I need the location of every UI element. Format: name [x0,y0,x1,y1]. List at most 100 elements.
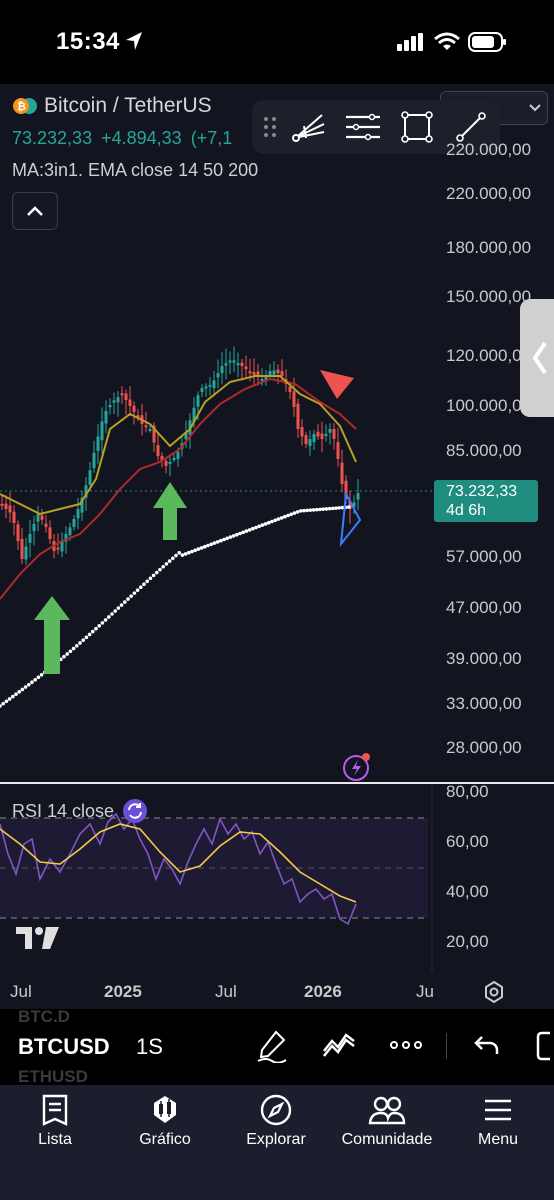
candle-body [28,534,32,543]
ema-200-dot [235,532,239,537]
pane-divider[interactable] [0,782,554,784]
candle-body [192,407,196,422]
candle-body [104,411,108,424]
price-tag-value: 73.232,33 [446,483,518,500]
ema-200-dot [68,649,73,654]
candle-body [100,421,104,441]
ema-200-dot [203,544,207,549]
drawing-triangle [339,490,362,548]
candle-body [96,436,100,451]
ema-200-dot [171,556,175,561]
candle-body [348,500,352,509]
ema-200-dot [91,629,95,634]
ema-200-dot [318,507,322,512]
collapse-legend-button[interactable] [12,192,58,230]
ema-200-dot [334,506,338,510]
candle-body [252,371,256,375]
fib-fan-tool-button[interactable] [282,100,336,154]
chevron-left-icon [532,341,547,375]
candle-body [312,434,316,443]
candle-body [128,399,132,406]
timeframe-button[interactable]: 1S [136,1034,163,1059]
rsi-pane[interactable]: RSI 14 close 80,00 60,00 40,00 20,00 [0,782,554,972]
symbol-button[interactable]: BTCUSD [18,1034,110,1059]
ema-200-dot [302,508,306,513]
ema-200-dot [0,704,2,708]
symbol-ghost-next[interactable]: ETHUSD [18,1067,88,1085]
price-axis-label: 85.000,00 [446,441,522,460]
nav-tab-explorar[interactable]: Explorar [221,1093,331,1149]
candle-body [152,425,156,443]
candle-body [320,433,324,439]
ema-200-dot [228,535,233,539]
symbol-bar[interactable]: BTC.D BTCUSD 1S ETHUSD [0,1009,554,1085]
ema-200-dot [257,524,262,529]
chevron-up-icon [27,206,43,216]
ema-200-dot [219,538,223,543]
rectangle-tool-button[interactable] [390,100,444,154]
bottom-navigation[interactable]: Lista Gráfico Explorar Comunidade Menu [0,1085,554,1200]
rsi-ma-line [0,823,357,903]
price-chart[interactable] [0,84,554,783]
rsi-chart[interactable] [0,784,554,972]
ema-200-dot [183,552,188,556]
price-axis-label: 39.000,00 [446,649,522,668]
ema-50-line [0,377,357,600]
price-pane[interactable]: ₿ Bitcoin / TetherUS 73.232,33 +4.894,33… [0,84,554,783]
parallel-lines-tool-button[interactable] [336,100,390,154]
candle-body [68,527,72,536]
settings-gear-icon[interactable] [482,980,506,1004]
battery-icon [468,32,506,52]
rsi-legend[interactable]: RSI 14 close [12,798,148,824]
expand-panel-handle[interactable] [520,299,554,417]
time-axis-label: 2025 [104,982,142,1001]
nav-tab-grafico[interactable]: Gráfico [110,1093,220,1149]
ema-200-dot [36,675,41,680]
nav-tab-lista[interactable]: Lista [0,1093,110,1149]
ema-200-dot [145,579,149,584]
horizontal-lines-icon [346,113,380,141]
ema-200-dot [116,606,121,610]
candle-body [328,429,332,433]
ema-200-dot [151,573,156,578]
undo-icon[interactable] [474,1035,500,1057]
drag-handle[interactable] [258,116,282,138]
rsi-axis-label: 20,00 [446,932,489,951]
symbol-header[interactable]: ₿ Bitcoin / TetherUS [12,94,212,118]
candle-countdown: 4d 6h [446,502,487,519]
ema-200-dot [110,612,114,616]
price-axis-label: 180.000,00 [446,238,532,257]
fullscreen-icon[interactable] [536,1031,554,1061]
time-axis[interactable]: Jul 2025 Jul 2026 Ju [0,972,554,1009]
lightning-alert-icon[interactable] [342,752,372,782]
chart-area[interactable]: ₿ Bitcoin / TetherUS 73.232,33 +4.894,33… [0,84,554,1009]
trendline-tool-button[interactable] [444,100,498,154]
price-axis-label: 100.000,00 [446,396,532,415]
candle-body [316,431,320,437]
symbol-ghost-prev[interactable]: BTC.D [18,1009,70,1026]
ema-14-line [0,375,357,516]
candle-body [80,497,84,513]
rsi-axis-label: 60,00 [446,832,489,851]
list-icon [42,1094,68,1126]
candle-body [4,503,8,509]
nav-tab-comunidade[interactable]: Comunidade [332,1093,442,1149]
current-price-tag: 73.232,33 4d 6h [434,480,538,522]
pen-draw-icon[interactable] [256,1029,288,1063]
svg-text:₿: ₿ [17,100,26,113]
candle-body [216,373,220,378]
candle-body [20,538,24,559]
ema-200-dot [14,692,18,697]
ema-200-dot [27,682,31,687]
status-time: 15:34 [56,28,120,55]
ema-200-dot [71,646,76,651]
more-options-icon[interactable] [390,1040,422,1050]
refresh-icon[interactable] [122,798,148,824]
drawing-toolbar[interactable] [252,100,500,154]
indicators-icon[interactable] [322,1029,356,1059]
nav-tab-menu[interactable]: Menu [443,1093,553,1149]
indicator-legend[interactable]: MA:3in1. EMA close 14 50 200 [12,160,259,180]
ema-200-dot [244,529,249,533]
ema-200-dot [97,623,101,628]
ema-200-dot [158,567,162,572]
